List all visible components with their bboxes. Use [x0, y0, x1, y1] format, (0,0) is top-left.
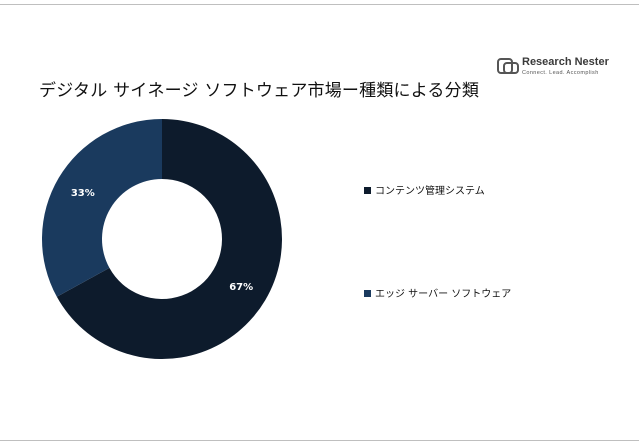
- legend-label-1: コンテンツ管理システム: [375, 186, 485, 197]
- logo-brand-nester: Nester: [574, 56, 609, 68]
- research-nester-logo: Research Nester Connect. Lead. Accomplis…: [497, 55, 609, 81]
- logo-brand: Research Nester: [522, 56, 609, 68]
- donut-data-label-2: 33%: [71, 188, 95, 199]
- legend-swatch-1: [364, 187, 371, 194]
- logo-mark-icon: [497, 58, 519, 74]
- donut-slice-2: [41, 119, 162, 297]
- chart-title: デジタル サイネージ ソフトウェア市場ー種類による分類: [39, 81, 480, 101]
- legend-swatch-2: [364, 290, 371, 297]
- donut-slice-1: [56, 119, 282, 360]
- legend-item-1: コンテンツ管理システム: [364, 182, 485, 197]
- logo-brand-research: Research: [522, 56, 572, 68]
- top-divider: [0, 4, 639, 5]
- bottom-divider: [0, 440, 639, 441]
- logo-tagline: Connect. Lead. Accomplish: [522, 70, 599, 76]
- legend-label-2: エッジ サーバー ソフトウェア: [375, 289, 512, 300]
- donut-data-label-1: 67%: [229, 282, 253, 293]
- legend-item-2: エッジ サーバー ソフトウェア: [364, 285, 511, 300]
